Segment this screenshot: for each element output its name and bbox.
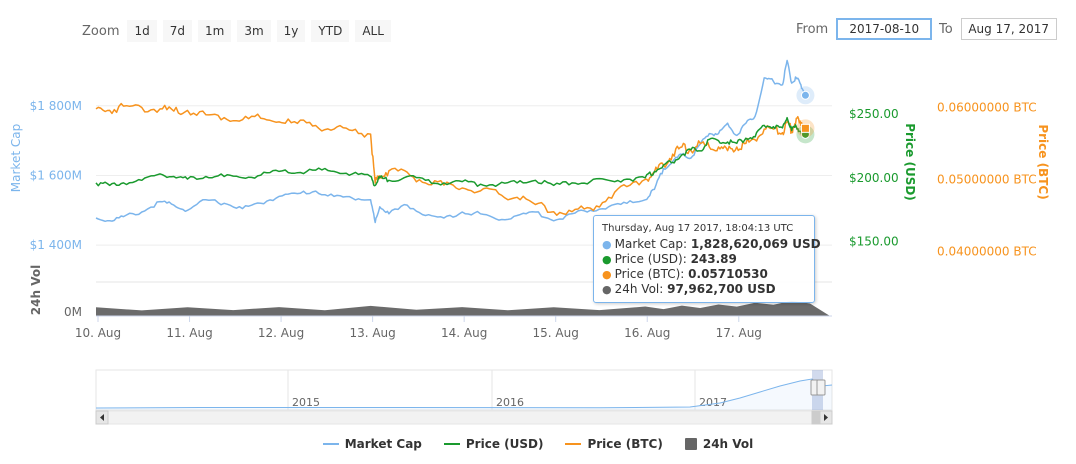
tooltip-header: Thursday, Aug 17 2017, 18:04:13 UTC xyxy=(602,223,794,234)
zoom-7d-button[interactable]: 7d xyxy=(162,20,193,42)
legend-box-icon xyxy=(684,438,697,450)
market-cap-series xyxy=(95,59,806,224)
x-tick-label: 10. Aug xyxy=(75,326,121,340)
tooltip-value: 1,828,620,069 USD xyxy=(690,237,821,251)
chart-legend: Market Cap Price (USD) Price (BTC) 24h V… xyxy=(0,437,1076,451)
navigator-year-label: 2017 xyxy=(699,396,727,409)
tooltip-value: 97,962,700 USD xyxy=(667,282,776,296)
zoom-1d-button[interactable]: 1d xyxy=(127,20,157,42)
legend-item-price-btc[interactable]: Price (BTC) xyxy=(565,437,663,451)
x-tick-label: 13. Aug xyxy=(349,326,395,340)
navigator-series-fill xyxy=(96,379,832,410)
zoom-1m-button[interactable]: 1m xyxy=(198,20,232,42)
price-usd-tick-label: $250.00 xyxy=(849,107,899,121)
tooltip-value: 243.89 xyxy=(690,252,737,266)
price-btc-tick-label: 0.05000000 BTC xyxy=(937,172,1037,186)
x-tick-label: 16. Aug xyxy=(624,326,670,340)
chevron-left-icon xyxy=(100,414,104,421)
legend-item-market-cap[interactable]: Market Cap xyxy=(322,437,422,451)
legend-label: Price (BTC) xyxy=(587,437,663,451)
tooltip-dot-icon: ● xyxy=(602,268,612,281)
tooltip-label: 24h Vol: xyxy=(614,282,668,296)
market-cap-marker xyxy=(800,90,810,100)
price-usd-axis-title: Price (USD) xyxy=(903,123,917,201)
volume-tick-label: 0M xyxy=(64,305,82,319)
price-usd-tick-label: $200.00 xyxy=(849,171,899,185)
zoom-3m-button[interactable]: 3m xyxy=(237,20,271,42)
zoom-1y-button[interactable]: 1y xyxy=(276,20,306,42)
price-btc-axis-title: Price (BTC) xyxy=(1036,124,1050,199)
chevron-right-icon xyxy=(824,414,828,421)
tooltip-label: Market Cap: xyxy=(614,237,691,251)
price-btc-tick-label: 0.06000000 BTC xyxy=(937,101,1037,115)
tooltip-dot-icon: ● xyxy=(602,238,612,251)
legend-line-icon xyxy=(443,443,460,445)
zoom-ytd-button[interactable]: YTD xyxy=(311,20,350,42)
tooltip-dot-icon: ● xyxy=(602,253,612,266)
legend-line-icon xyxy=(322,443,339,445)
from-label: From xyxy=(796,21,829,37)
zoom-bar: Zoom 1d 7d 1m 3m 1y YTD ALL xyxy=(82,20,397,42)
zoom-all-button[interactable]: ALL xyxy=(355,20,391,42)
to-label: To xyxy=(939,21,953,37)
legend-item-price-usd[interactable]: Price (USD) xyxy=(443,437,544,451)
x-tick-label: 11. Aug xyxy=(166,326,212,340)
volume-axis-title: 24h Vol xyxy=(29,265,43,315)
chart-tooltip: Thursday, Aug 17 2017, 18:04:13 UTC ● Mar… xyxy=(593,215,821,303)
price-usd-tick-label: $150.00 xyxy=(849,235,899,249)
volume-series xyxy=(96,300,830,316)
market-cap-tick-label: $1 400M xyxy=(30,238,82,252)
tooltip-label: Price (USD): xyxy=(614,252,691,266)
legend-label: Market Cap xyxy=(344,437,422,451)
navigator-year-label: 2015 xyxy=(292,396,320,409)
market-cap-axis-title: Market Cap xyxy=(9,124,23,192)
from-range: From xyxy=(796,18,933,40)
market-cap-tick-label: $1 600M xyxy=(30,168,82,182)
market-cap-tick-label: $1 800M xyxy=(30,99,82,113)
x-tick-label: 14. Aug xyxy=(441,326,487,340)
navigator-area xyxy=(95,369,833,411)
x-tick-label: 17. Aug xyxy=(716,326,762,340)
legend-label: 24h Vol xyxy=(702,437,754,451)
x-tick-label: 12. Aug xyxy=(258,326,304,340)
from-date-input[interactable] xyxy=(836,18,933,40)
tooltip-label: Price (BTC): xyxy=(614,267,689,281)
tooltip-value: 0.05710530 xyxy=(688,267,768,281)
navigator-handle-right xyxy=(816,379,826,396)
navigator-scrollbar-track xyxy=(95,410,833,425)
price-btc-marker xyxy=(800,123,810,133)
to-date-input[interactable] xyxy=(960,18,1057,40)
price-usd-series xyxy=(95,116,807,188)
to-range: To xyxy=(939,18,1057,40)
tooltip-row-volume: ● 24h Vol: 97,962,700 USD xyxy=(602,282,806,297)
price-btc-tick-label: 0.04000000 BTC xyxy=(937,244,1037,258)
zoom-label: Zoom xyxy=(82,23,120,39)
legend-line-icon xyxy=(565,443,582,445)
scrollbar-thumb xyxy=(811,410,821,425)
tooltip-row-price-btc: ● Price (BTC): 0.05710530 xyxy=(602,267,806,282)
navigator-year-label: 2016 xyxy=(496,396,524,409)
navigator-series xyxy=(95,378,833,409)
x-tick-label: 15. Aug xyxy=(533,326,579,340)
legend-label: Price (USD) xyxy=(465,437,544,451)
tooltip-row-price-usd: ● Price (USD): 243.89 xyxy=(602,252,806,267)
tooltip-row-market-cap: ● Market Cap: 1,828,620,069 USD xyxy=(602,237,821,252)
tooltip-dot-icon: ● xyxy=(602,283,612,296)
legend-item-volume[interactable]: 24h Vol xyxy=(684,437,754,451)
